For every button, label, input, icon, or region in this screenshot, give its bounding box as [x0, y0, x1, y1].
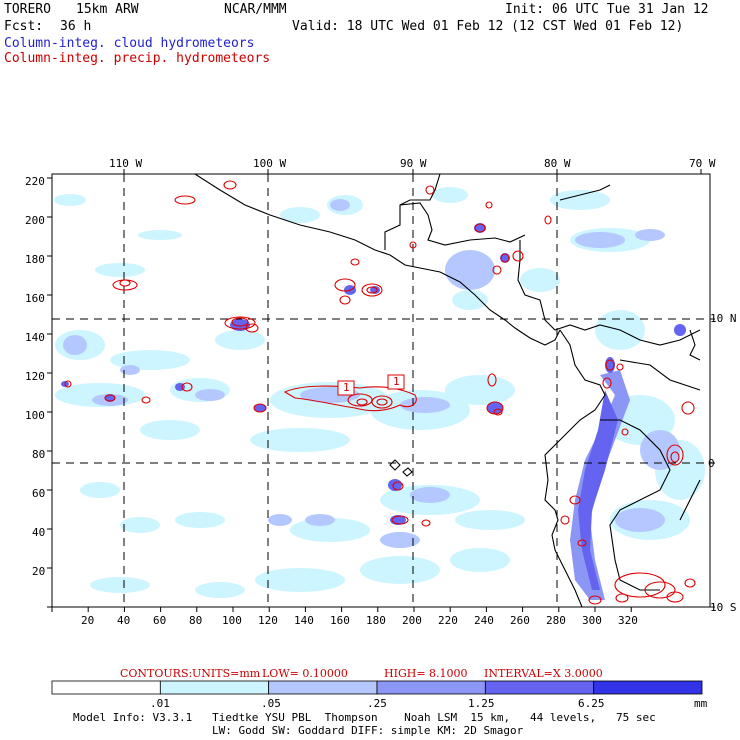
- bottom-grid-label: 80: [189, 614, 203, 627]
- top-lon-label: 110 W: [109, 157, 143, 170]
- bottom-grid-label: 120: [258, 614, 278, 627]
- colorbar-unit: mm: [694, 697, 708, 710]
- left-grid-label: 220: [25, 175, 45, 188]
- left-grid-label: 160: [25, 292, 45, 305]
- top-lon-label: 80 W: [544, 157, 571, 170]
- right-lat-label: 10 N: [710, 312, 737, 325]
- map-frame: [51, 173, 711, 608]
- left-grid-label: 120: [25, 370, 45, 383]
- top-lon-label: 90 W: [400, 157, 427, 170]
- left-grid-label: 140: [25, 331, 45, 344]
- bottom-grid-label: 300: [582, 614, 602, 627]
- forecast-label: Fcst:: [4, 19, 44, 34]
- model-name: TORERO: [4, 2, 51, 17]
- contour-marker: 1: [393, 375, 400, 388]
- contour-label-boxes: [337, 374, 405, 396]
- init-time: Init: 06 UTC Tue 31 Jan 12: [505, 2, 709, 17]
- bottom-grid-label: 140: [294, 614, 314, 627]
- bottom-grid-label: 100: [222, 614, 242, 627]
- bottom-grid-label: 180: [366, 614, 386, 627]
- colorbar-tick: .05: [261, 697, 281, 710]
- contour-label: CONTOURS:: [120, 667, 193, 680]
- bottom-grid-label: 280: [546, 614, 566, 627]
- coastlines: [194, 174, 701, 607]
- right-lat-label: 10 S: [710, 601, 737, 614]
- model-info-line2: LW: Godd SW: Goddard DIFF: simple KM: 2D…: [212, 724, 524, 737]
- colorbar-tick: .25: [367, 697, 387, 710]
- bottom-grid-label: 20: [81, 614, 95, 627]
- contour-high: HIGH= 8.1000: [384, 667, 468, 680]
- valid-time: Valid: 18 UTC Wed 01 Feb 12 (12 CST Wed …: [292, 19, 684, 34]
- bottom-grid-label: 320: [618, 614, 638, 627]
- field-precip-label: Column-integ. precip. hydrometeors: [4, 51, 271, 66]
- bottom-grid-label: 240: [474, 614, 494, 627]
- contour-marker: 1: [343, 381, 350, 394]
- top-lon-label: 70 W: [689, 157, 716, 170]
- bottom-grid-label: 260: [510, 614, 530, 627]
- bottom-grid-label: 40: [117, 614, 131, 627]
- right-lat-label: 0: [708, 457, 715, 470]
- top-lon-label: 100 W: [253, 157, 287, 170]
- left-grid-label: 20: [32, 565, 46, 578]
- left-grid-label: 80: [32, 448, 46, 461]
- left-grid-label: 60: [32, 487, 46, 500]
- colorbar-tick: .01: [150, 697, 170, 710]
- left-grid-label: 180: [25, 253, 45, 266]
- bottom-grid-label: 160: [330, 614, 350, 627]
- bottom-grid-label: 60: [153, 614, 167, 627]
- colorbar-tick: 6.25: [578, 697, 605, 710]
- contour-interval: INTERVAL=X 3.0000: [484, 667, 603, 680]
- axis-ticks: [47, 169, 715, 612]
- bottom-grid-label: 220: [438, 614, 458, 627]
- model-center: NCAR/MMM: [224, 2, 287, 17]
- left-grid-label: 200: [25, 214, 45, 227]
- contour-units: UNITS=mm: [192, 667, 261, 680]
- left-grid-label: 100: [25, 409, 45, 422]
- colorbar-segment: [268, 680, 378, 695]
- contour-low: LOW= 0.10000: [262, 667, 348, 680]
- forecast-hours: 36 h: [60, 19, 92, 34]
- grid-lines: [52, 174, 710, 607]
- model-resolution: 15km ARW: [76, 2, 139, 17]
- field-cloud-label: Column-integ. cloud hydrometeors: [4, 36, 255, 51]
- model-info-line1: Model Info: V3.3.1 Tiedtke YSU PBL Thomp…: [73, 711, 656, 724]
- colorbar-segment: [484, 680, 595, 695]
- bottom-grid-label: 200: [402, 614, 422, 627]
- colorbar-segment: [593, 680, 703, 695]
- colorbar-segment: [51, 680, 161, 695]
- left-grid-label: 40: [32, 526, 46, 539]
- colorbar-segment: [159, 680, 270, 695]
- colorbar-tick: 1.25: [468, 697, 495, 710]
- colorbar-segment: [376, 680, 486, 695]
